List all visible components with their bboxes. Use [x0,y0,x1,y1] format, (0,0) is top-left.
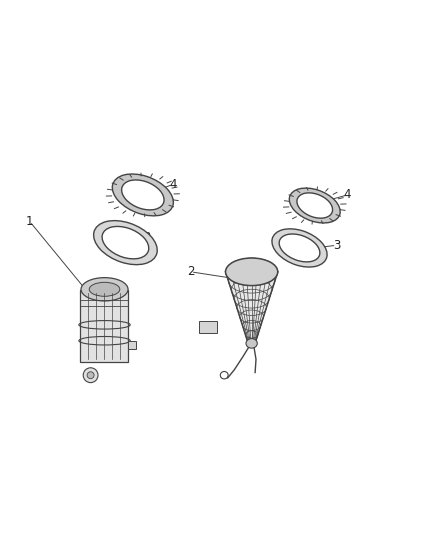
Text: 3: 3 [333,239,340,252]
Ellipse shape [83,368,98,383]
Ellipse shape [290,188,340,223]
Ellipse shape [226,258,278,286]
Text: 3: 3 [144,231,151,244]
Polygon shape [226,272,278,343]
Ellipse shape [246,338,257,348]
Bar [128,341,136,349]
Ellipse shape [87,372,94,378]
Ellipse shape [94,221,157,265]
Text: 2: 2 [187,265,194,278]
Text: 4: 4 [170,178,177,191]
Ellipse shape [102,227,149,259]
Ellipse shape [279,234,320,262]
Ellipse shape [81,278,128,301]
Text: 1: 1 [26,215,33,228]
Ellipse shape [122,180,164,210]
Text: 4: 4 [344,189,351,201]
Bar [199,321,217,333]
Bar [80,290,127,362]
Ellipse shape [89,282,120,296]
Ellipse shape [272,229,327,267]
Ellipse shape [112,174,173,216]
Ellipse shape [297,193,332,218]
